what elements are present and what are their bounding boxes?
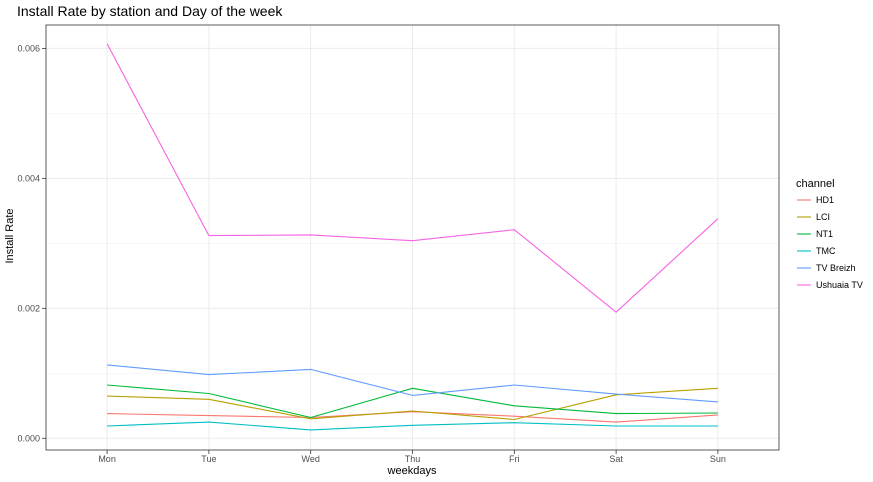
panel-border bbox=[45, 24, 780, 451]
series-line-ushuaia-tv bbox=[106, 43, 719, 313]
series-line-tv-breizh bbox=[107, 364, 718, 403]
series-line-nt1 bbox=[107, 384, 718, 419]
legend: channel HD1 LCI NT1 TMC TV Breizh Ushuaia TV bbox=[796, 178, 863, 290]
legend-label-hd1: HD1 bbox=[816, 195, 834, 205]
x-tick-label: Thu bbox=[405, 454, 421, 464]
legend-label-nt1: NT1 bbox=[816, 229, 833, 239]
x-axis-title: weekdays bbox=[387, 465, 437, 477]
y-tick-label: 0.000 bbox=[17, 433, 40, 443]
x-tick-label: Sun bbox=[710, 454, 726, 464]
legend-title: channel bbox=[796, 178, 835, 190]
x-tick-label: Fri bbox=[509, 454, 520, 464]
y-tick-label: 0.002 bbox=[17, 303, 40, 313]
legend-label-tv-breizh: TV Breizh bbox=[816, 263, 856, 273]
series-line-lci bbox=[107, 387, 718, 421]
chart-title: Install Rate by station and Day of the w… bbox=[17, 3, 283, 19]
x-tick-label: Mon bbox=[98, 454, 116, 464]
legend-label-lci: LCI bbox=[816, 212, 830, 222]
x-tick-label: Tue bbox=[201, 454, 216, 464]
x-tick-label: Sat bbox=[609, 454, 623, 464]
series-line-tmc bbox=[107, 421, 718, 431]
y-tick-label: 0.004 bbox=[17, 173, 40, 183]
y-tick-label: 0.006 bbox=[17, 43, 40, 53]
legend-label-ushuaia-tv: Ushuaia TV bbox=[816, 280, 863, 290]
series-line-hd1 bbox=[107, 411, 718, 423]
plot-panel: 0.000 0.002 0.004 0.006 Mon Tue Wed Thu Fri Sat Su… bbox=[17, 24, 780, 464]
y-axis-title: Install Rate bbox=[4, 208, 16, 263]
x-tick-label: Wed bbox=[302, 454, 320, 464]
legend-label-tmc: TMC bbox=[816, 246, 836, 256]
